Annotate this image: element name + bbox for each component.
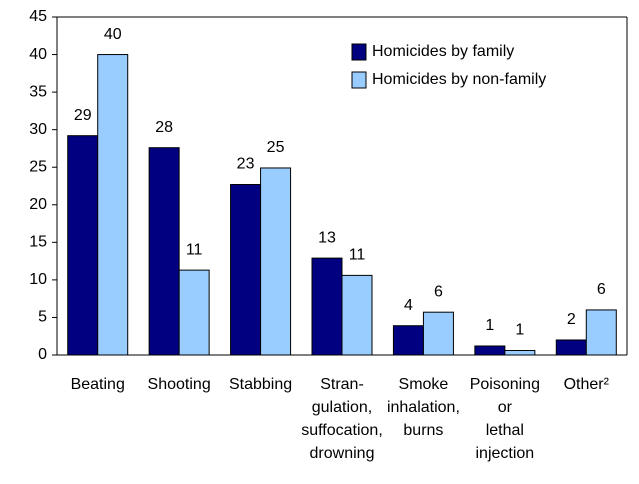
y-tick-label: 10 xyxy=(29,271,47,288)
data-label: 11 xyxy=(186,241,203,258)
y-tick-label: 25 xyxy=(29,158,47,175)
data-label: 28 xyxy=(155,119,173,136)
bar xyxy=(178,269,210,356)
bar xyxy=(97,54,129,356)
x-tick-label: inhalation, xyxy=(387,399,460,416)
data-label: 13 xyxy=(318,229,336,246)
x-tick-label: Beating xyxy=(71,376,125,393)
bar xyxy=(148,147,180,356)
data-label: 6 xyxy=(434,283,443,300)
data-label: 6 xyxy=(597,281,606,298)
bar xyxy=(504,349,536,356)
legend-swatch xyxy=(351,43,367,61)
data-label: 29 xyxy=(74,107,92,124)
x-tick-label: Stabbing xyxy=(229,376,292,393)
y-tick-label: 20 xyxy=(29,196,47,213)
data-label: 25 xyxy=(267,139,285,156)
bar xyxy=(392,325,424,356)
x-tick-label: drowning xyxy=(310,445,375,462)
bar xyxy=(311,257,343,356)
data-label: 4 xyxy=(404,297,413,314)
bar xyxy=(474,345,506,356)
bar xyxy=(341,274,373,356)
y-tick-label: 5 xyxy=(38,309,47,326)
y-tick-label: 15 xyxy=(29,234,47,251)
x-tick-label: gulation, xyxy=(312,399,373,416)
bar xyxy=(422,311,454,356)
legend-swatch xyxy=(351,71,367,89)
y-tick-label: 40 xyxy=(29,46,47,63)
data-label: 23 xyxy=(237,156,255,173)
y-tick-label: 35 xyxy=(29,83,47,100)
y-tick-label: 30 xyxy=(29,121,47,138)
x-tick-label: Poisoning xyxy=(470,376,540,393)
x-tick-label: Stran- xyxy=(320,376,364,393)
x-tick-label: Other² xyxy=(564,376,610,393)
bar xyxy=(230,183,262,356)
bar xyxy=(67,135,99,356)
x-tick-label: injection xyxy=(476,445,535,462)
data-label: 11 xyxy=(349,247,366,264)
legend-label: Homicides by non-family xyxy=(372,71,546,88)
bar xyxy=(555,339,587,356)
legend-label: Homicides by family xyxy=(372,43,514,60)
x-tick-label: Shooting xyxy=(148,376,211,393)
x-tick-label: Smoke xyxy=(399,376,449,393)
y-tick-label: 45 xyxy=(29,8,47,25)
data-label: 1 xyxy=(515,322,524,339)
data-label: 2 xyxy=(567,311,576,328)
bar xyxy=(260,167,292,356)
bar xyxy=(585,309,617,356)
x-tick-label: or xyxy=(498,399,513,416)
x-tick-label: lethal xyxy=(486,422,524,439)
data-label: 1 xyxy=(485,317,494,334)
x-tick-label: burns xyxy=(403,422,443,439)
y-tick-label: 0 xyxy=(38,346,47,363)
data-label: 40 xyxy=(104,26,122,43)
x-tick-label: suffocation, xyxy=(301,422,383,439)
